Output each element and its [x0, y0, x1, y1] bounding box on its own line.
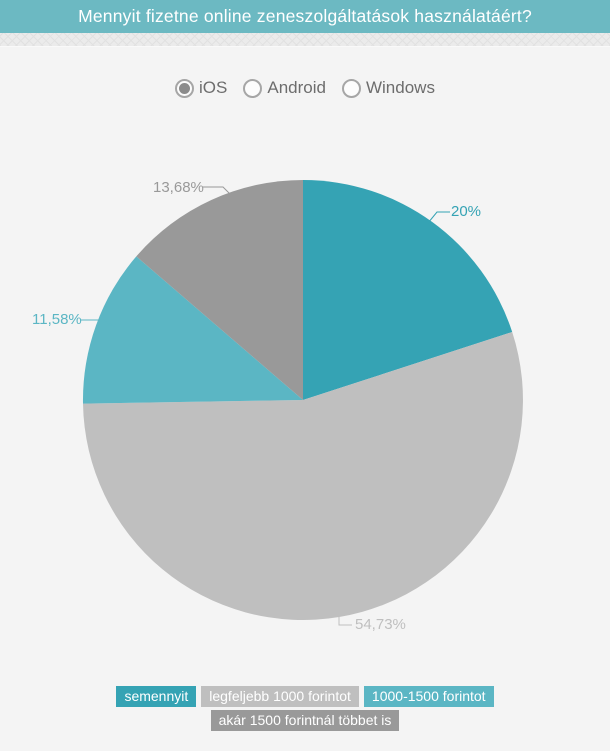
slice-label-akar-1500: 13,68%: [153, 179, 204, 196]
radio-icon: [243, 78, 263, 98]
radio-option-ios[interactable]: iOS: [175, 78, 227, 98]
pie-chart: [80, 180, 523, 626]
legend-item-akar-1500[interactable]: akár 1500 forintnál többet is: [210, 710, 400, 731]
radio-label: Windows: [365, 78, 435, 97]
radio-label: Android: [267, 78, 326, 97]
slice-label-1000-1500: 11,58%: [32, 311, 82, 328]
radio-icon: [341, 78, 361, 98]
slice-label-legfeljebb-1000: 54,73%: [355, 616, 406, 633]
radio-option-android[interactable]: Android: [243, 78, 326, 98]
pie-slice-2[interactable]: [82, 256, 303, 404]
page-title-text: Mennyit fizetne online zeneszolgáltatáso…: [78, 6, 532, 26]
radio-selected-dot: [179, 82, 191, 94]
platform-selector: iOS Android Windows: [0, 78, 610, 98]
legend-item-1000-1500[interactable]: 1000-1500 forintot: [363, 686, 494, 707]
leader-line: [80, 319, 115, 328]
slice-label-semennyit: 20%: [451, 203, 482, 220]
pie-slice-3[interactable]: [136, 180, 303, 400]
pie-slice-1[interactable]: [83, 332, 523, 620]
pie-slice-0[interactable]: [303, 180, 513, 400]
legend-item-semennyit[interactable]: semennyit: [116, 686, 197, 707]
radio-icon: [175, 78, 195, 98]
legend: semennyit legfeljebb 1000 forintot 1000-…: [70, 686, 540, 731]
leader-line: [427, 211, 450, 224]
leader-line: [203, 186, 238, 202]
page-title: Mennyit fizetne online zeneszolgáltatáso…: [0, 0, 610, 33]
legend-item-legfeljebb-1000[interactable]: legfeljebb 1000 forintot: [201, 686, 359, 707]
decorative-stripe: [0, 33, 610, 47]
radio-label: iOS: [199, 78, 228, 97]
leader-line: [338, 612, 352, 626]
radio-option-windows[interactable]: Windows: [341, 78, 435, 98]
